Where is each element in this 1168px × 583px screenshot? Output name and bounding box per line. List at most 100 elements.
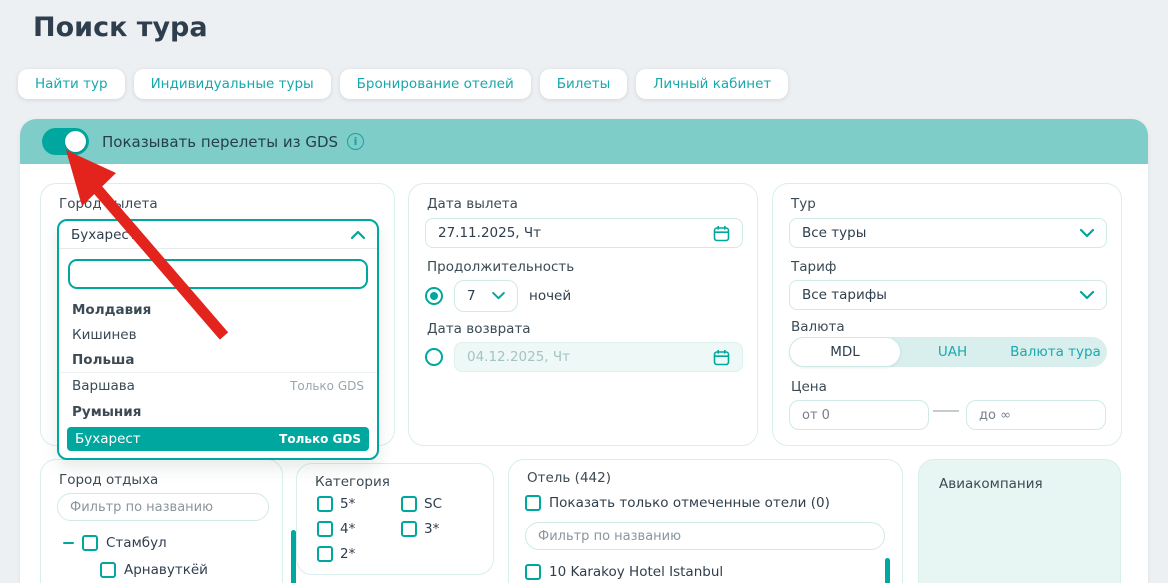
price-label: Цена [791, 379, 827, 395]
tour-select[interactable]: Все туры [789, 218, 1107, 248]
chevron-down-icon [492, 292, 505, 300]
category-4star-row: 4* [317, 521, 401, 537]
category-3star-row: 3* [401, 521, 485, 537]
departure-city-combobox: Бухарест Молдавия Кишинев Польша Варшава… [57, 219, 379, 460]
currency-segmented-control: MDL UAH Валюта тура [789, 337, 1107, 367]
tour-options-card: Тур Все туры Тариф Все тарифы Валюта MDL… [772, 183, 1122, 446]
hotel-filter-input[interactable] [525, 522, 885, 550]
dropdown-search-input[interactable] [68, 259, 368, 289]
chevron-up-icon [351, 230, 365, 239]
category-sc-checkbox[interactable] [401, 496, 417, 512]
dropdown-search [59, 249, 377, 297]
return-date-radio[interactable] [425, 348, 443, 366]
tab-individual-tours[interactable]: Индивидуальные туры [133, 69, 331, 99]
option-bucharest-selected[interactable]: Бухарест Только GDS [67, 427, 369, 451]
tab-tickets[interactable]: Билеты [539, 69, 628, 99]
resort-istanbul-label: Стамбул [106, 535, 167, 551]
calendar-icon [713, 349, 730, 365]
category-5star-checkbox[interactable] [317, 496, 333, 512]
currency-tour-button[interactable]: Валюта тура [1010, 344, 1101, 360]
hotel-only-marked-row: Показать только отмеченные отели (0) [525, 495, 830, 511]
resort-city-label: Город отдыха [59, 472, 159, 488]
hotel-item-label: 10 Karakoy Hotel Istanbul [549, 564, 724, 580]
chevron-down-icon [1080, 228, 1094, 237]
resort-scrollbar[interactable] [291, 530, 296, 583]
resort-istanbul-checkbox[interactable] [82, 535, 98, 551]
gds-toggle-label: Показывать перелеты из GDS [102, 132, 339, 151]
category-5star-label: 5* [340, 496, 356, 512]
category-4star-label: 4* [340, 521, 356, 537]
return-date-value: 04.12.2025, Чт [467, 349, 570, 365]
hotel-only-marked-checkbox[interactable] [525, 495, 541, 511]
duration-unit: ночей [529, 288, 572, 304]
resort-arnavutkoy-label: Арнавуткёй [124, 562, 208, 578]
option-group-moldova: Молдавия [72, 301, 152, 318]
duration-value: 7 [467, 288, 476, 304]
return-date-input[interactable]: 04.12.2025, Чт [454, 342, 743, 372]
return-date-row: 04.12.2025, Чт [425, 342, 743, 372]
category-2star-checkbox[interactable] [317, 546, 333, 562]
hotel-item-checkbox[interactable] [525, 564, 541, 580]
category-3star-checkbox[interactable] [401, 521, 417, 537]
hotel-card: Отель (442) Показать только отмеченные о… [508, 459, 903, 583]
tour-label: Тур [791, 196, 816, 212]
option-group-romania: Румыния [72, 403, 142, 420]
gds-toggle-knob [65, 131, 86, 152]
tab-personal-account[interactable]: Личный кабинет [636, 69, 789, 99]
category-card: Категория 5* SC 4* 3* 2* [296, 463, 494, 575]
category-5star-row: 5* [317, 496, 401, 512]
price-from-input[interactable] [789, 400, 929, 430]
collapse-icon[interactable] [63, 541, 74, 545]
resort-tree-parent-row: Стамбул [63, 535, 167, 551]
departure-city-label: Город вылета [59, 196, 158, 212]
duration-radio[interactable] [425, 287, 443, 305]
category-checkbox-grid: 5* SC 4* 3* 2* [317, 496, 485, 562]
departure-city-value: Бухарест [71, 226, 137, 243]
option-group-poland: Польша [72, 351, 135, 368]
price-to-input[interactable] [966, 400, 1106, 430]
category-sc-label: SC [424, 496, 442, 512]
option-warsaw[interactable]: Варшава Только GDS [59, 372, 377, 399]
tab-hotel-booking[interactable]: Бронирование отелей [339, 69, 531, 99]
departure-city-select[interactable]: Бухарест [59, 221, 377, 249]
page-title: Поиск тура [33, 12, 208, 43]
category-2star-row: 2* [317, 546, 401, 562]
airline-label: Авиакомпания [939, 476, 1043, 492]
option-kishinev[interactable]: Кишинев [72, 326, 137, 343]
hotel-scrollbar[interactable] [885, 558, 890, 583]
category-4star-checkbox[interactable] [317, 521, 333, 537]
category-sc-row: SC [401, 496, 485, 512]
dates-card: Дата вылета 27.11.2025, Чт Продолжительн… [408, 183, 758, 446]
hotel-label: Отель (442) [527, 470, 611, 486]
resort-tree-child-row: Арнавуткёй [100, 562, 208, 578]
option-bucharest-label: Бухарест [75, 431, 141, 447]
tariff-label: Тариф [791, 259, 837, 275]
departure-city-card: Город вылета Бухарест Молдавия Кишинев П… [40, 183, 395, 460]
currency-mdl-button[interactable]: MDL [789, 337, 901, 367]
gds-toggle[interactable] [42, 128, 89, 155]
calendar-icon [713, 225, 730, 241]
hotel-only-marked-label: Показать только отмеченные отели (0) [549, 495, 830, 511]
price-range-dash [933, 410, 959, 412]
resort-filter-input[interactable] [57, 493, 269, 521]
tariff-value: Все тарифы [802, 287, 887, 303]
duration-row: 7 ночей [425, 280, 571, 312]
info-icon[interactable]: i [347, 133, 365, 150]
currency-uah-button[interactable]: UAH [937, 344, 968, 360]
duration-select[interactable]: 7 [454, 280, 518, 312]
departure-date-input[interactable]: 27.11.2025, Чт [425, 218, 743, 248]
gds-only-badge-selected: Только GDS [279, 432, 361, 446]
departure-date-value: 27.11.2025, Чт [438, 225, 541, 241]
category-2star-label: 2* [340, 546, 356, 562]
chevron-down-icon [1080, 290, 1094, 299]
resort-city-card: Город отдыха Стамбул Арнавуткёй [40, 459, 296, 583]
tab-find-tour[interactable]: Найти тур [18, 69, 125, 99]
gds-only-badge: Только GDS [290, 379, 364, 393]
tariff-select[interactable]: Все тарифы [789, 280, 1107, 310]
tour-value: Все туры [802, 225, 867, 241]
hotel-item-row: 10 Karakoy Hotel Istanbul [525, 564, 723, 580]
currency-label: Валюта [791, 319, 845, 335]
departure-date-label: Дата вылета [427, 196, 518, 212]
resort-arnavutkoy-checkbox[interactable] [100, 562, 116, 578]
duration-label: Продолжительность [427, 259, 575, 275]
